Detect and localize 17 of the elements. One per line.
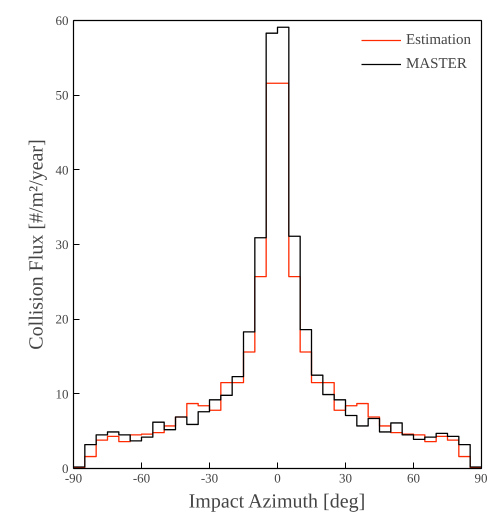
y-tick-label: 30 [56, 237, 68, 252]
legend-label: Estimation [406, 32, 471, 48]
x-tick-label: 0 [274, 470, 281, 486]
y-tick-label: 0 [62, 461, 68, 476]
x-tick-label: -60 [132, 470, 150, 486]
y-tick-label: 40 [56, 162, 68, 178]
x-axis-title: Impact Azimuth [deg] [188, 490, 366, 512]
legend-label: MASTER [406, 56, 467, 72]
x-tick-label: 30 [339, 470, 352, 486]
x-tick-label: 90 [474, 470, 487, 486]
x-tick-label: -30 [200, 470, 218, 486]
y-tick-label: 20 [56, 312, 68, 327]
x-tick-label: 60 [407, 470, 420, 486]
y-axis-title: Collision Flux [#/m²/year] [26, 139, 48, 350]
y-tick-label: 10 [56, 386, 68, 402]
y-tick-label: 60 [56, 13, 68, 28]
y-tick-label: 50 [56, 88, 68, 103]
